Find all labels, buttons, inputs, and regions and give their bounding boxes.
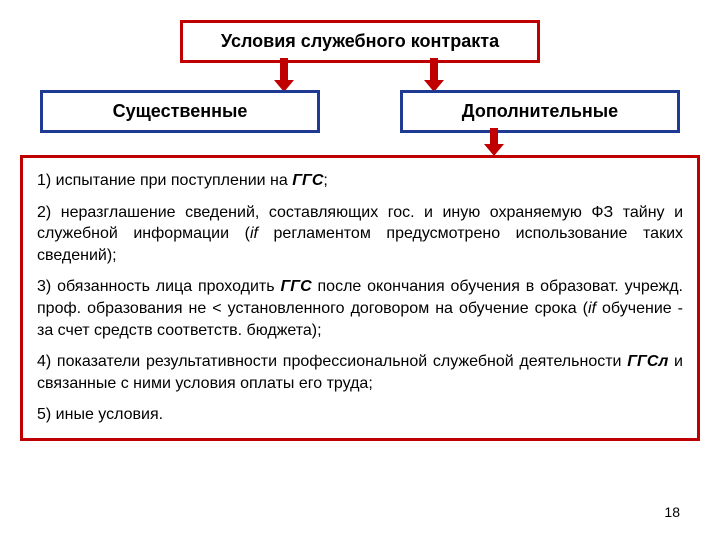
p2if: if: [250, 225, 258, 242]
sub-box-right: Дополнительные: [400, 90, 680, 133]
item-3: 3) обязанность лица проходить ГГС после …: [37, 276, 683, 341]
page-number: 18: [664, 504, 680, 520]
sub-left-text: Существенные: [113, 101, 248, 121]
sub-box-left: Существенные: [40, 90, 320, 133]
arrow-title-to-left: [280, 58, 288, 82]
sub-right-text: Дополнительные: [462, 101, 618, 121]
p4ggsl: ГГСл: [627, 353, 668, 370]
p5: 5) иные условия.: [37, 406, 163, 423]
p3a: 3) обязанность лица проходить: [37, 278, 280, 295]
p3ggs: ГГС: [280, 278, 311, 295]
item-5: 5) иные условия.: [37, 404, 683, 426]
item-4: 4) показатели результативности профессио…: [37, 351, 683, 394]
title-box: Условия служебного контракта: [180, 20, 540, 63]
p1b: ;: [323, 172, 327, 189]
p1ggs: ГГС: [292, 172, 323, 189]
arrow-right-to-content: [490, 128, 498, 146]
p4a: 4) показатели результативности профессио…: [37, 353, 627, 370]
title-text: Условия служебного контракта: [221, 31, 499, 51]
p1a: 1) испытание при поступлении на: [37, 172, 292, 189]
content-box: 1) испытание при поступлении на ГГС; 2) …: [20, 155, 700, 441]
item-2: 2) неразглашение сведений, составляющих …: [37, 202, 683, 267]
p3if: if: [588, 300, 596, 317]
arrow-title-to-right: [430, 58, 438, 82]
item-1: 1) испытание при поступлении на ГГС;: [37, 170, 683, 192]
